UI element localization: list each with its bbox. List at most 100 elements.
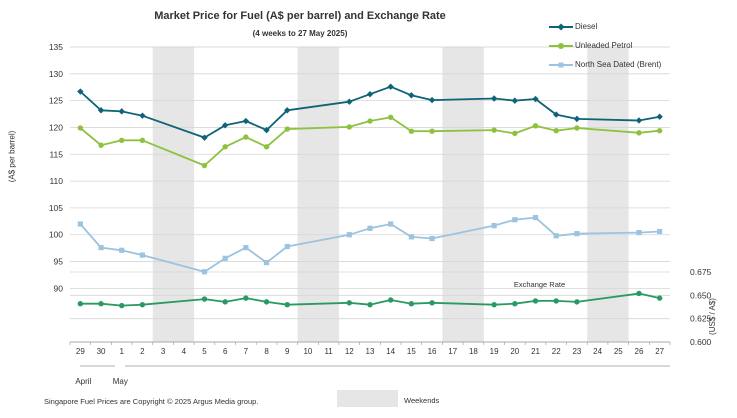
data-point-3-26 [636,290,642,297]
x-tick-label: 21 [531,347,540,356]
y-left-tick-label: 130 [49,69,63,79]
legend-label-diesel: Diesel [575,22,598,31]
data-point-3-8 [263,299,270,305]
data-point-1-2 [139,137,146,144]
data-point-0-23 [573,115,581,123]
data-point-0-9 [284,107,291,114]
x-tick-label: 29 [76,347,85,356]
x-tick-label: 25 [614,347,623,356]
data-point-1-5 [201,162,208,169]
data-point-0-16 [428,96,436,104]
data-point-2-23 [574,231,580,237]
data-point-1-16 [429,128,435,134]
data-point-2-13 [367,225,373,231]
x-tick-label: 17 [448,347,457,356]
legend-item-unleaded-petrol: Unleaded Petrol [548,38,733,57]
data-point-0-27 [656,113,663,120]
y-left-tick-label: 100 [49,230,63,240]
data-point-2-27 [657,228,663,235]
data-point-1-6 [222,144,228,150]
data-point-2-1 [119,247,125,253]
data-point-3-6 [222,299,228,305]
x-tick-label: 9 [285,347,290,356]
data-point-0-1 [118,108,125,115]
weekends-legend-swatch [337,390,398,407]
x-tick-label: 8 [264,347,269,356]
y-left-tick-label: 105 [49,203,63,213]
data-point-0-2 [139,112,146,119]
data-point-1-8 [263,144,270,150]
data-point-3-30 [98,301,104,307]
data-point-3-20 [512,301,518,307]
y-left-tick-label: 120 [49,122,63,132]
data-point-2-20 [512,217,518,223]
data-point-2-15 [408,234,414,240]
y-right-tick-label: 0.675 [690,267,712,277]
data-point-3-14 [387,297,394,303]
x-tick-label: 24 [593,347,602,356]
data-point-1-1 [119,137,125,144]
data-point-3-7 [243,295,249,301]
data-point-2-21 [532,214,539,221]
data-point-0-12 [346,98,353,105]
data-point-0-29 [77,88,84,95]
data-point-2-19 [491,223,497,229]
data-point-2-14 [388,221,394,227]
data-point-2-30 [98,245,104,251]
data-point-3-21 [532,298,539,304]
x-tick-label: 27 [655,347,664,356]
x-tick-label: 14 [386,347,395,356]
data-point-0-30 [97,107,105,114]
data-point-0-19 [490,95,498,102]
weekend-band-1 [297,47,339,342]
legend-marker-brent [549,62,573,68]
data-point-2-22 [553,233,559,239]
data-point-2-9 [284,243,290,250]
data-point-1-27 [656,127,663,134]
x-tick-label: 30 [97,347,106,356]
data-point-0-8 [263,126,270,134]
weekends-legend-label: Weekends [404,396,440,405]
data-point-3-1 [119,302,125,309]
data-point-3-2 [139,301,146,308]
data-point-1-12 [346,124,353,130]
x-tick-label: 12 [345,347,354,356]
y-right-tick-label: 0.650 [690,290,712,300]
data-point-0-15 [408,92,415,99]
y-right-tick-label: 0.625 [690,314,712,324]
data-point-3-9 [284,301,290,308]
data-point-3-23 [574,299,580,305]
y-left-tick-label: 95 [54,257,64,267]
data-point-1-20 [512,130,518,137]
data-point-2-29 [77,221,83,227]
weekend-band-3 [587,47,629,342]
month-label-may: May [113,377,128,386]
x-tick-label: 18 [469,347,478,356]
data-point-1-15 [408,128,415,134]
data-point-0-6 [221,122,229,129]
data-point-2-16 [429,235,435,242]
data-point-0-22 [553,111,560,118]
data-point-1-19 [491,127,497,133]
x-tick-label: 2 [140,347,145,356]
data-point-3-27 [656,295,663,301]
data-point-3-12 [346,300,353,306]
legend-marker-unleaded-petrol [549,43,573,49]
x-tick-label: 5 [202,347,207,356]
y-left-tick-label: 135 [49,42,63,52]
data-point-1-21 [532,123,539,129]
x-tick-label: 15 [407,347,416,356]
data-point-1-29 [77,125,84,131]
data-point-2-2 [139,252,146,258]
chart-title: Market Price for Fuel (A$ per barrel) an… [154,10,446,22]
y-left-tick-label: 115 [49,149,63,159]
data-point-2-7 [243,245,249,251]
data-point-1-14 [387,114,394,120]
data-point-0-7 [242,117,250,125]
x-tick-label: 20 [510,347,519,356]
y-left-tick-label: 125 [49,96,63,106]
data-point-1-23 [574,125,580,131]
x-tick-label: 13 [366,347,375,356]
y-right-tick-label: 0.600 [690,337,712,347]
y-axis-right-label: (US$ / A$) [707,298,717,335]
